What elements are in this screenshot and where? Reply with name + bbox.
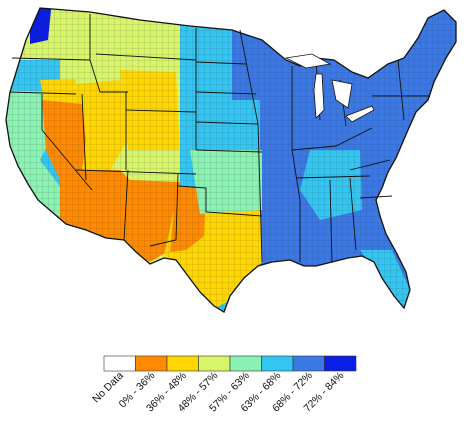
border-ca-nv	[41, 94, 93, 191]
legend-swatch	[292, 355, 325, 372]
lake-huron	[331, 79, 353, 109]
great-lakes	[284, 53, 375, 123]
border-ne-ks	[195, 121, 259, 125]
border-nv-ut	[81, 93, 87, 181]
legend-swatch	[198, 355, 231, 372]
border-sd-ne	[195, 91, 257, 95]
border-al-ga	[329, 177, 357, 263]
us-county-map	[5, 7, 457, 313]
lake-superior	[284, 53, 332, 69]
border-or-ca	[9, 91, 77, 95]
border-ohio-river	[291, 127, 373, 151]
legend-swatch	[229, 355, 262, 372]
border-mississippi	[291, 66, 301, 262]
border-ks-ok	[195, 149, 263, 153]
border-tx-ok	[177, 185, 263, 217]
legend-swatch	[135, 355, 168, 372]
legend-swatch	[166, 355, 199, 372]
border-northeast	[372, 59, 430, 121]
county-boundaries	[6, 8, 456, 312]
border-az-nm	[123, 169, 129, 241]
legend-swatch	[324, 355, 357, 372]
lake-michigan	[313, 73, 325, 119]
border-id	[89, 14, 128, 93]
border-four-corners	[75, 169, 197, 175]
lake-erie	[345, 105, 375, 123]
value-regions	[6, 8, 456, 312]
border-wa-or	[11, 57, 91, 61]
border-plains-east	[239, 29, 263, 263]
state-borders	[9, 14, 430, 263]
legend-swatch	[261, 355, 294, 372]
border-nm-tx	[149, 173, 179, 247]
border-mt-wy	[95, 53, 197, 61]
border-wy-co	[125, 109, 197, 113]
border-tn	[295, 175, 371, 179]
legend-swatches	[103, 355, 357, 372]
legend-swatch	[103, 355, 136, 372]
border-carolinas	[349, 159, 393, 199]
border-nd-sd	[195, 61, 247, 65]
